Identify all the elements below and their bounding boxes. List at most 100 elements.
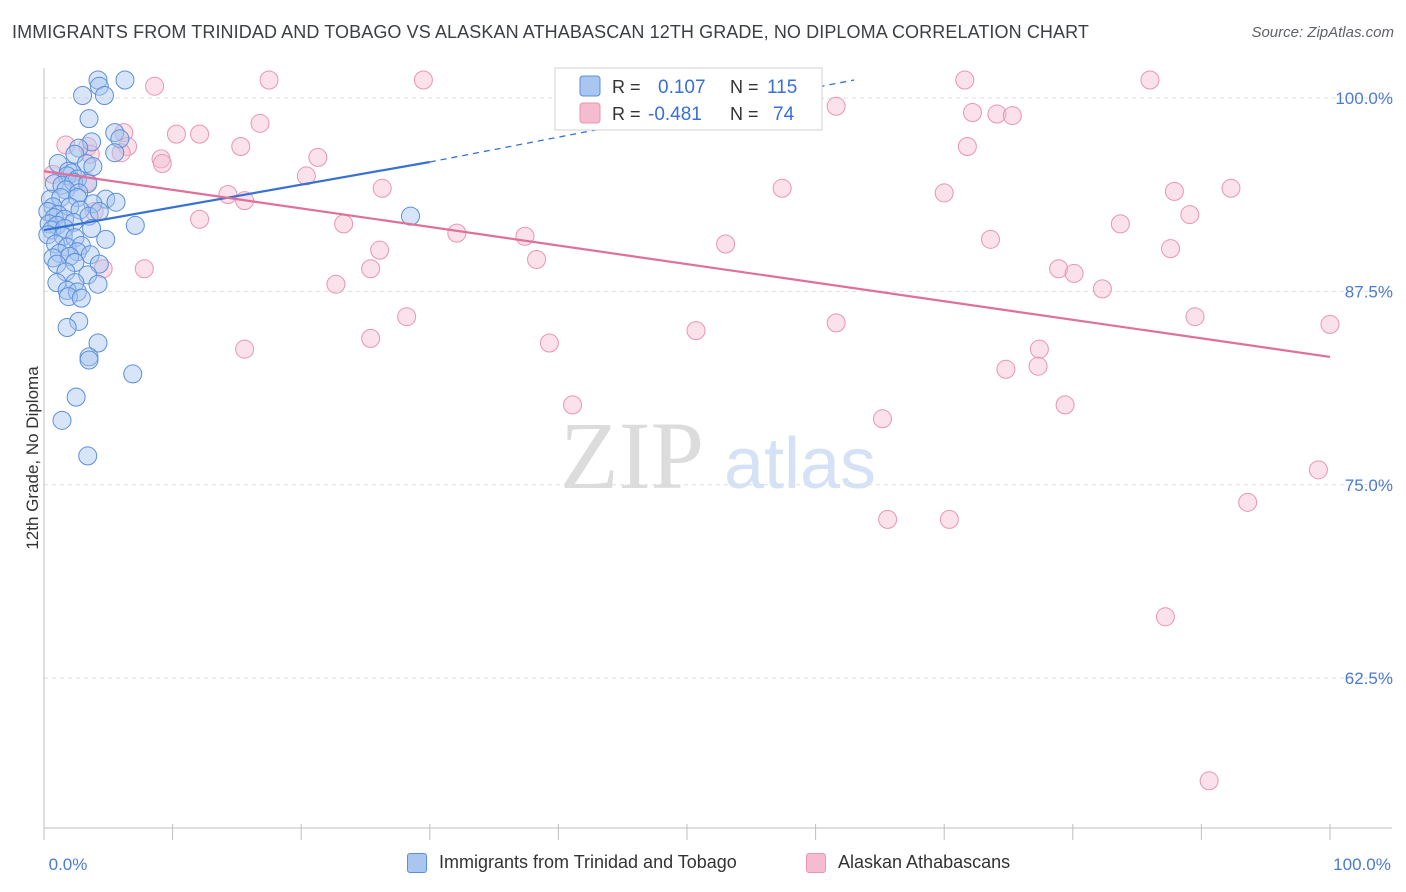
watermark-atlas: atlas bbox=[724, 424, 876, 504]
y-axis-title: 12th Grade, No Diploma bbox=[23, 366, 42, 550]
point-alaskan-athabascans bbox=[326, 274, 346, 294]
point-trinidad-tobago bbox=[79, 350, 99, 370]
point-alaskan-athabascans bbox=[145, 76, 165, 96]
point-alaskan-athabascans bbox=[1185, 307, 1205, 327]
point-trinidad-tobago bbox=[89, 76, 109, 96]
point-alaskan-athabascans bbox=[231, 137, 251, 157]
point-alaskan-athabascans bbox=[980, 229, 1000, 249]
point-alaskan-athabascans bbox=[334, 214, 354, 234]
point-trinidad-tobago bbox=[79, 109, 99, 129]
point-trinidad-tobago bbox=[125, 215, 145, 235]
y-tick-label: 62.5% bbox=[1345, 669, 1393, 688]
point-trinidad-tobago bbox=[94, 85, 114, 105]
point-trinidad-tobago bbox=[60, 197, 80, 217]
point-alaskan-athabascans bbox=[1110, 214, 1130, 234]
point-alaskan-athabascans bbox=[259, 70, 279, 90]
x-tick-label-max: 100.0% bbox=[1333, 855, 1391, 874]
point-alaskan-athabascans bbox=[826, 313, 846, 333]
point-trinidad-tobago bbox=[71, 288, 91, 308]
point-trinidad-tobago bbox=[106, 192, 126, 212]
point-alaskan-athabascans bbox=[955, 70, 975, 90]
point-trinidad-tobago bbox=[78, 446, 98, 466]
point-alaskan-athabascans bbox=[772, 178, 792, 198]
point-trinidad-tobago bbox=[115, 70, 135, 90]
point-alaskan-athabascans bbox=[878, 509, 898, 529]
point-alaskan-athabascans bbox=[1161, 239, 1181, 259]
legend-swatch-pink bbox=[806, 852, 826, 873]
stats-legend-swatch-pink bbox=[579, 102, 601, 124]
point-trinidad-tobago bbox=[69, 311, 89, 331]
point-alaskan-athabascans bbox=[370, 240, 390, 260]
stats-legend-swatch-blue bbox=[579, 75, 601, 97]
trend-line-pink bbox=[43, 170, 1331, 359]
point-trinidad-tobago bbox=[105, 123, 125, 143]
bottom-legend: Immigrants from Trinidad and Tobago Alas… bbox=[0, 852, 1406, 878]
point-alaskan-athabascans bbox=[361, 259, 381, 279]
trend-line-blue bbox=[43, 160, 430, 232]
point-trinidad-tobago bbox=[83, 157, 103, 177]
point-alaskan-athabascans bbox=[1308, 460, 1328, 480]
stats-r-value-pink: -0.481 bbox=[648, 104, 702, 125]
point-alaskan-athabascans bbox=[447, 223, 467, 243]
point-alaskan-athabascans bbox=[527, 249, 547, 269]
point-alaskan-athabascans bbox=[1180, 205, 1200, 225]
point-alaskan-athabascans bbox=[190, 124, 210, 144]
point-trinidad-tobago bbox=[123, 364, 143, 384]
legend-item-alaskan-athabascans[interactable]: Alaskan Athabascans bbox=[806, 852, 1010, 873]
point-alaskan-athabascans bbox=[296, 166, 316, 186]
point-alaskan-athabascans bbox=[1002, 106, 1022, 126]
legend-label-alaskan-athabascans: Alaskan Athabascans bbox=[838, 852, 1011, 872]
point-alaskan-athabascans bbox=[1055, 395, 1075, 415]
legend-label-trinidad-tobago: Immigrants from Trinidad and Tobago bbox=[439, 852, 737, 872]
point-trinidad-tobago bbox=[105, 143, 125, 163]
point-trinidad-tobago bbox=[52, 410, 72, 430]
stats-n-value-blue: 115 bbox=[767, 77, 797, 98]
legend-item-trinidad-tobago[interactable]: Immigrants from Trinidad and Tobago bbox=[407, 852, 737, 873]
stats-n-value-pink: 74 bbox=[773, 104, 795, 125]
point-alaskan-athabascans bbox=[1238, 492, 1258, 512]
watermark-zip: ZIP bbox=[560, 402, 704, 509]
point-alaskan-athabascans bbox=[397, 307, 417, 327]
point-alaskan-athabascans bbox=[372, 178, 392, 198]
point-alaskan-athabascans bbox=[826, 96, 846, 116]
point-trinidad-tobago bbox=[88, 274, 108, 294]
point-trinidad-tobago bbox=[89, 201, 109, 221]
point-alaskan-athabascans bbox=[166, 124, 186, 144]
stats-r-label-blue: R = bbox=[612, 77, 641, 97]
point-alaskan-athabascans bbox=[962, 102, 982, 122]
chart-title: IMMIGRANTS FROM TRINIDAD AND TOBAGO VS A… bbox=[12, 22, 1090, 42]
point-alaskan-athabascans bbox=[80, 144, 100, 164]
point-trinidad-tobago bbox=[96, 189, 116, 209]
point-alaskan-athabascans bbox=[1140, 70, 1160, 90]
series-alaskan-athabascans-points bbox=[43, 70, 1340, 791]
stats-legend: R = 0.107 N = 115 R = -0.481 N = 74 bbox=[554, 67, 823, 131]
point-trinidad-tobago bbox=[88, 333, 108, 353]
chart-source: Source: ZipAtlas.com bbox=[1251, 24, 1394, 41]
point-trinidad-tobago bbox=[96, 229, 116, 249]
point-alaskan-athabascans bbox=[413, 70, 433, 90]
point-alaskan-athabascans bbox=[308, 147, 328, 167]
point-alaskan-athabascans bbox=[1320, 314, 1340, 334]
point-alaskan-athabascans bbox=[686, 321, 706, 341]
point-alaskan-athabascans bbox=[1028, 356, 1048, 376]
legend-swatch-blue bbox=[407, 852, 427, 873]
point-alaskan-athabascans bbox=[1221, 178, 1241, 198]
stats-r-label-pink: R = bbox=[612, 104, 641, 124]
x-tick-label-min: 0.0% bbox=[49, 855, 88, 874]
point-alaskan-athabascans bbox=[939, 509, 959, 529]
point-trinidad-tobago bbox=[44, 174, 64, 194]
point-alaskan-athabascans bbox=[250, 113, 270, 133]
point-alaskan-athabascans bbox=[1199, 771, 1219, 791]
point-alaskan-athabascans bbox=[111, 143, 131, 163]
gridlines bbox=[44, 97, 1392, 679]
point-alaskan-athabascans bbox=[716, 234, 736, 254]
stats-n-label-pink: N = bbox=[730, 104, 759, 124]
point-alaskan-athabascans bbox=[361, 328, 381, 348]
point-alaskan-athabascans bbox=[987, 104, 1007, 124]
point-alaskan-athabascans bbox=[957, 137, 977, 157]
point-trinidad-tobago bbox=[66, 387, 86, 407]
x-axis-ticks bbox=[43, 824, 1331, 840]
point-alaskan-athabascans bbox=[190, 209, 210, 229]
point-alaskan-athabascans bbox=[996, 359, 1016, 379]
